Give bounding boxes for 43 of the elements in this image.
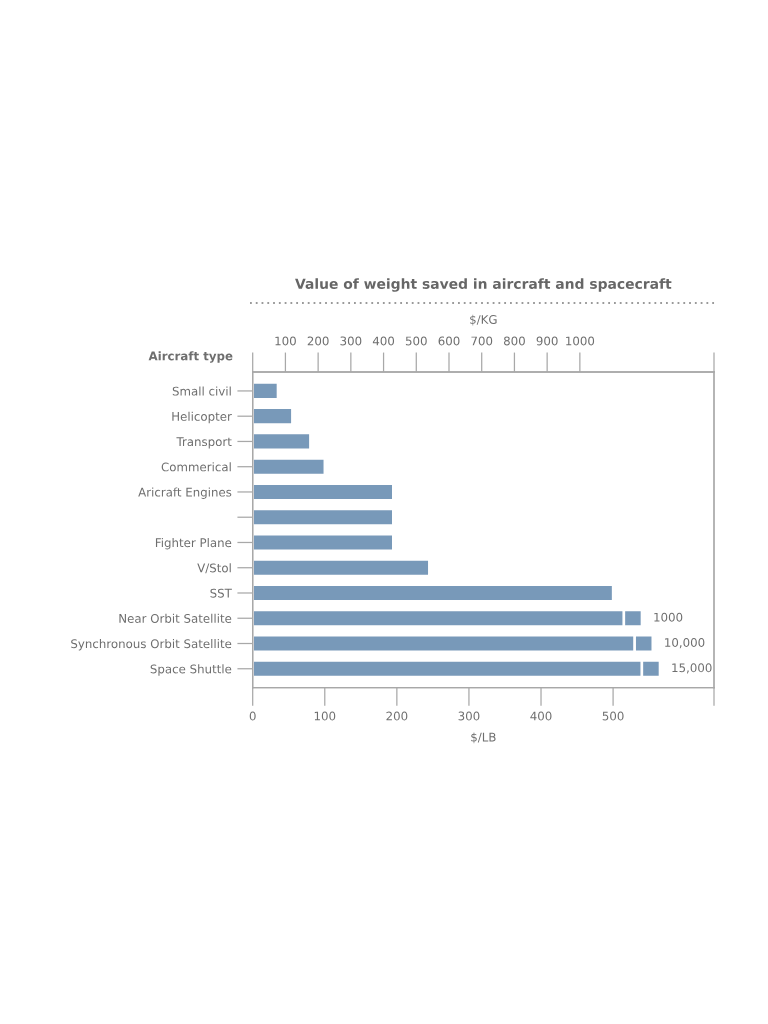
bar: [252, 431, 312, 452]
y-tick-label: Fighter Plane: [155, 537, 232, 550]
annotation: 1000: [654, 612, 683, 622]
x-tick-label: 100: [314, 711, 336, 721]
x2-tick-label: 500: [405, 336, 427, 346]
x-tick-label: 500: [602, 711, 624, 721]
bar: [252, 381, 280, 401]
y-tick-label: Helicopter: [172, 411, 232, 424]
x2-tick-label: 900: [536, 336, 558, 346]
x2-tick-label: 600: [438, 336, 460, 346]
y-tick-label: Small civil: [172, 386, 231, 396]
x-tick-label: 0: [249, 711, 256, 721]
bar: [252, 507, 395, 527]
x2-tick-label: 400: [372, 336, 395, 346]
y-tick-label: Synchronous Orbit Satellite: [71, 639, 232, 651]
x-tick-label: 400: [530, 711, 552, 721]
x2-tick-label: 700: [471, 336, 493, 346]
y-tick-label: SST: [210, 588, 232, 598]
annotation: 10,000: [665, 638, 705, 649]
bar: [252, 558, 431, 578]
bar: [252, 532, 395, 553]
y-axis-title: Aircraft type: [148, 351, 233, 363]
x2-tick-label: 1000: [566, 336, 595, 346]
x2-axis-title: $/KG: [470, 314, 497, 326]
x-axis-title: $/LB: [471, 732, 496, 744]
y-tick-label: V/Stol: [197, 563, 231, 574]
x-tick-label: 200: [386, 711, 408, 721]
x2-tick-label: 300: [340, 336, 362, 346]
y-tick-label: Near Orbit Satellite: [119, 613, 232, 623]
x-tick-label: 300: [458, 711, 480, 721]
x2-tick-label: 200: [307, 336, 329, 346]
x2-tick-label: 800: [503, 336, 525, 346]
annotation: 15,000: [672, 663, 712, 674]
y-tick-label: Transport: [176, 437, 232, 449]
bar: [252, 583, 615, 603]
bar: [252, 457, 327, 477]
y-tick-label: Commerical: [161, 462, 231, 472]
chart-title: Value of weight saved in aircraft and spacecraft: [295, 278, 672, 292]
x2-tick-label: 100: [275, 336, 296, 346]
y-tick-label: Aricraft Engines: [138, 487, 232, 499]
y-tick-label: Space Shuttle: [150, 664, 232, 676]
bar: [252, 406, 294, 426]
bar: [252, 482, 395, 502]
